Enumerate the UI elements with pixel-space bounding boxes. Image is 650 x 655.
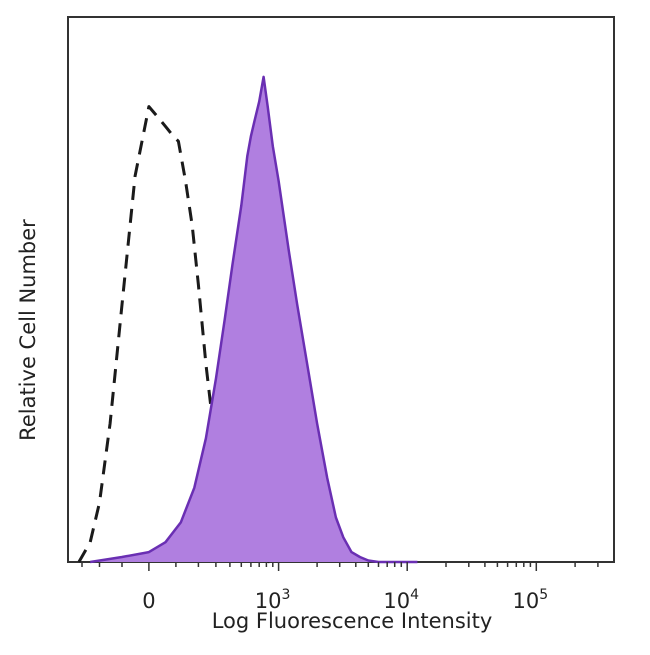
series-1-area bbox=[90, 76, 418, 563]
x-tick-label: 104 bbox=[383, 587, 419, 613]
x-tick-label: 0 bbox=[142, 589, 155, 613]
series-0-line bbox=[77, 105, 271, 564]
x-ticks: 0 103 104 105 bbox=[81, 562, 599, 613]
y-axis-label: Relative Cell Number bbox=[16, 219, 40, 441]
x-axis-label: Log Fluorescence Intensity bbox=[212, 609, 493, 633]
x-tick-label: 105 bbox=[512, 587, 548, 613]
plot-area-frame bbox=[67, 16, 615, 563]
series-layer bbox=[77, 75, 418, 564]
x-tick-label: 103 bbox=[255, 587, 291, 613]
series-1-line bbox=[90, 75, 418, 564]
